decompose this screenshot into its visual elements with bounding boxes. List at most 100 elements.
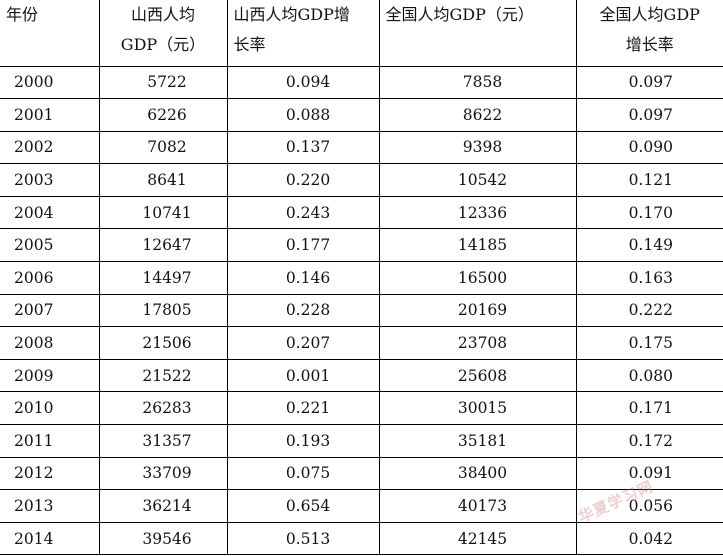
cell-shanxi-gdp: 31357 — [98, 424, 228, 458]
table-row: 2014 39546 0.513 42145 0.042 — [0, 521, 723, 556]
cell-national-gdp: 42145 — [378, 521, 577, 556]
cell-national-growth: 0.097 — [575, 65, 723, 100]
table-body: 2000 5722 0.094 7858 0.097 2001 6226 0.088 8622 0… — [0, 65, 723, 556]
cell-year: 2001 — [0, 98, 100, 132]
table-row: 2010 26283 0.221 30015 0.171 — [0, 391, 723, 426]
cell-national-growth: 0.175 — [575, 326, 723, 360]
header-year-label: 年份 — [6, 5, 39, 24]
cell-national-growth: 0.097 — [575, 98, 723, 132]
cell-shanxi-gdp: 5722 — [98, 65, 228, 100]
cell-year: 2008 — [0, 326, 100, 360]
cell-national-growth: 0.121 — [575, 163, 723, 197]
table-row: 2011 31357 0.193 35181 0.172 — [0, 424, 723, 458]
header-shanxi-growth-line2: 长率 — [233, 35, 266, 54]
cell-year: 2002 — [0, 130, 100, 165]
cell-shanxi-growth: 0.094 — [226, 65, 380, 100]
cell-national-gdp: 38400 — [378, 456, 577, 491]
cell-national-gdp: 10542 — [378, 163, 577, 197]
header-national-gdp-line1: 全国人均GDP（元） — [385, 5, 534, 24]
cell-shanxi-gdp: 14497 — [98, 261, 228, 295]
table-row: 2003 8641 0.220 10542 0.121 — [0, 163, 723, 197]
cell-year: 2012 — [0, 456, 100, 491]
cell-shanxi-growth: 0.221 — [226, 391, 380, 426]
cell-shanxi-gdp: 17805 — [98, 293, 228, 328]
header-national-growth-line1: 全国人均GDP — [599, 5, 700, 24]
cell-shanxi-growth: 0.193 — [226, 424, 380, 458]
cell-national-growth: 0.090 — [575, 130, 723, 165]
header-shanxi-growth-line1: 山西人均GDP增 — [233, 5, 350, 24]
cell-year: 2004 — [0, 195, 100, 230]
table-row: 2012 33709 0.075 38400 0.091 — [0, 456, 723, 491]
cell-shanxi-growth: 0.088 — [226, 98, 380, 132]
cell-year: 2006 — [0, 261, 100, 295]
cell-shanxi-growth: 0.243 — [226, 195, 380, 230]
cell-national-growth: 0.080 — [575, 358, 723, 393]
cell-national-gdp: 8622 — [378, 98, 577, 132]
cell-national-gdp: 40173 — [378, 489, 577, 523]
cell-year: 2007 — [0, 293, 100, 328]
cell-national-gdp: 12336 — [378, 195, 577, 230]
cell-shanxi-growth: 0.177 — [226, 228, 380, 263]
header-shanxi-gdp-line1: 山西人均 — [130, 5, 195, 24]
table-row: 2005 12647 0.177 14185 0.149 — [0, 228, 723, 263]
table-row: 2000 5722 0.094 7858 0.097 — [0, 65, 723, 100]
cell-national-gdp: 14185 — [378, 228, 577, 263]
header-shanxi-gdp: 山西人均 GDP（元） — [98, 0, 228, 67]
header-shanxi-gdp-line2: GDP（元） — [120, 35, 206, 54]
cell-national-gdp: 30015 — [378, 391, 577, 426]
cell-national-gdp: 7858 — [378, 65, 577, 100]
cell-national-growth: 0.091 — [575, 456, 723, 491]
cell-shanxi-gdp: 39546 — [98, 521, 228, 556]
cell-national-growth: 0.171 — [575, 391, 723, 426]
table-row: 2007 17805 0.228 20169 0.222 — [0, 293, 723, 328]
cell-shanxi-growth: 0.146 — [226, 261, 380, 295]
cell-shanxi-gdp: 21506 — [98, 326, 228, 360]
cell-national-gdp: 23708 — [378, 326, 577, 360]
cell-year: 2010 — [0, 391, 100, 426]
table-header: 年份 山西人均 GDP（元） 山西人均GDP增 长率 全国人均GDP（元） 全国… — [0, 0, 723, 67]
cell-national-growth: 0.163 — [575, 261, 723, 295]
cell-national-growth: 0.042 — [575, 521, 723, 556]
cell-shanxi-growth: 0.220 — [226, 163, 380, 197]
cell-year: 2009 — [0, 358, 100, 393]
cell-shanxi-growth: 0.137 — [226, 130, 380, 165]
cell-national-gdp: 9398 — [378, 130, 577, 165]
header-shanxi-growth: 山西人均GDP增 长率 — [226, 0, 380, 67]
header-national-growth-line2: 增长率 — [625, 35, 674, 54]
table-row: 2009 21522 0.001 25608 0.080 — [0, 358, 723, 393]
cell-year: 2003 — [0, 163, 100, 197]
cell-national-growth: 0.222 — [575, 293, 723, 328]
cell-national-growth: 0.170 — [575, 195, 723, 230]
header-national-growth: 全国人均GDP 增长率 — [575, 0, 723, 67]
cell-national-gdp: 20169 — [378, 293, 577, 328]
cell-national-gdp: 35181 — [378, 424, 577, 458]
cell-year: 2013 — [0, 489, 100, 523]
cell-shanxi-gdp: 10741 — [98, 195, 228, 230]
cell-national-growth: 0.056 — [575, 489, 723, 523]
cell-national-gdp: 25608 — [378, 358, 577, 393]
cell-national-gdp: 16500 — [378, 261, 577, 295]
cell-shanxi-growth: 0.207 — [226, 326, 380, 360]
cell-shanxi-gdp: 21522 — [98, 358, 228, 393]
cell-shanxi-gdp: 12647 — [98, 228, 228, 263]
cell-shanxi-gdp: 36214 — [98, 489, 228, 523]
cell-shanxi-gdp: 7082 — [98, 130, 228, 165]
cell-national-growth: 0.149 — [575, 228, 723, 263]
cell-national-growth: 0.172 — [575, 424, 723, 458]
header-year: 年份 — [0, 0, 100, 67]
table-row: 2006 14497 0.146 16500 0.163 — [0, 261, 723, 295]
cell-shanxi-gdp: 26283 — [98, 391, 228, 426]
table-row: 2004 10741 0.243 12336 0.170 — [0, 195, 723, 230]
cell-year: 2011 — [0, 424, 100, 458]
table-row: 2001 6226 0.088 8622 0.097 — [0, 98, 723, 132]
cell-shanxi-growth: 0.513 — [226, 521, 380, 556]
cell-shanxi-gdp: 6226 — [98, 98, 228, 132]
cell-shanxi-growth: 0.075 — [226, 456, 380, 491]
cell-shanxi-gdp: 8641 — [98, 163, 228, 197]
table-row: 2008 21506 0.207 23708 0.175 — [0, 326, 723, 360]
cell-year: 2005 — [0, 228, 100, 263]
table-row: 2002 7082 0.137 9398 0.090 — [0, 130, 723, 165]
table-row: 2013 36214 0.654 40173 0.056 — [0, 489, 723, 523]
cell-year: 2014 — [0, 521, 100, 556]
